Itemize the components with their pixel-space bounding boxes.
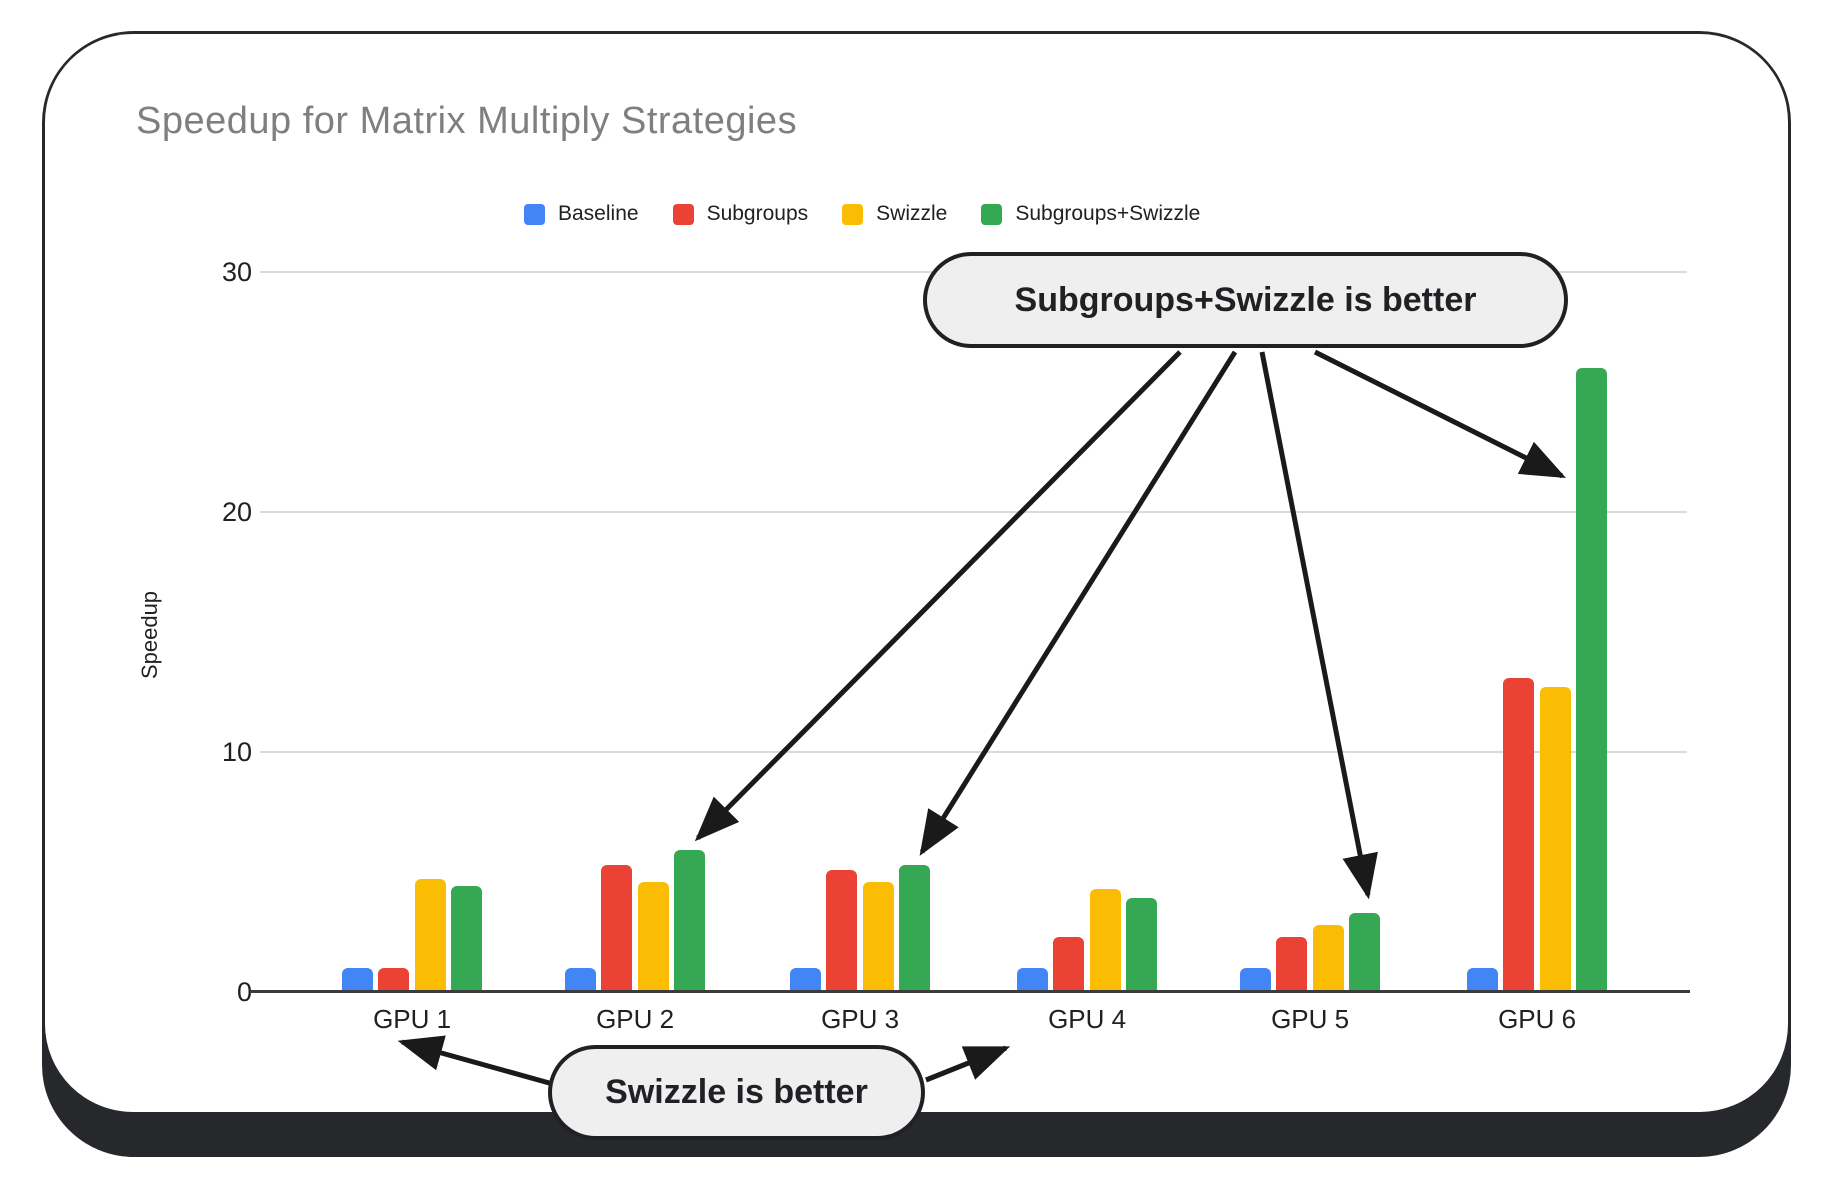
bar-gpu-5-baseline: [1240, 968, 1271, 992]
bar-gpu-1-swizzle: [414, 879, 446, 992]
x-label-gpu-5: GPU 5: [1271, 1004, 1350, 1034]
y-tick-30: 30: [221, 257, 252, 287]
bar-gpu-6-baseline: [1467, 968, 1498, 992]
legend-label: Subgroups+Swizzle: [1015, 202, 1201, 225]
x-label-gpu-6: GPU 6: [1498, 1004, 1577, 1034]
legend-swatch: [672, 203, 694, 225]
bar-gpu-2-subgroups-swizzle: [674, 850, 706, 992]
x-axis-line: [250, 990, 1690, 993]
gridline-10: [260, 751, 1687, 753]
callout-swizzle-better: Swizzle is better: [548, 1045, 925, 1140]
legend-label: Swizzle: [876, 202, 948, 225]
chart-legend: Baseline Subgroups Swizzle Subgroups+Swizzl…: [524, 196, 1200, 232]
legend-item-subgroups-swizzle: Subgroups+Swizzle: [981, 202, 1200, 226]
bar-gpu-5-subgroups: [1276, 936, 1308, 992]
legend-item-baseline: Baseline: [524, 202, 639, 226]
bar-gpu-6-swizzle: [1539, 687, 1571, 992]
y-tick-10: 10: [221, 737, 252, 767]
bar-gpu-5-subgroups-swizzle: [1349, 912, 1381, 992]
bar-gpu-4-baseline: [1017, 968, 1048, 992]
bar-gpu-6-subgroups: [1503, 677, 1535, 992]
bar-gpu-3-subgroups: [826, 869, 858, 992]
bar-gpu-4-swizzle: [1089, 888, 1121, 992]
x-label-gpu-4: GPU 4: [1048, 1004, 1127, 1034]
bar-gpu-5-swizzle: [1312, 924, 1344, 992]
legend-swatch: [981, 203, 1003, 225]
chart-title: Speedup for Matrix Multiply Strategies: [136, 100, 798, 142]
bar-gpu-1-baseline: [342, 968, 373, 992]
legend-item-swizzle: Swizzle: [842, 202, 947, 226]
x-label-gpu-2: GPU 2: [596, 1004, 675, 1034]
x-label-gpu-1: GPU 1: [373, 1004, 452, 1034]
legend-label: Baseline: [558, 202, 639, 225]
legend-swatch: [842, 203, 864, 225]
legend-item-subgroups: Subgroups: [672, 202, 809, 226]
bar-gpu-1-subgroups: [378, 968, 410, 992]
y-axis-title: Speedup: [137, 590, 162, 680]
callout-subgroups-swizzle-better: Subgroups+Swizzle is better: [923, 252, 1568, 348]
bar-gpu-1-subgroups-swizzle: [451, 886, 483, 992]
x-label-gpu-3: GPU 3: [821, 1004, 900, 1034]
y-tick-0: 0: [236, 977, 252, 1007]
legend-label: Subgroups: [706, 202, 809, 225]
bar-gpu-3-subgroups-swizzle: [899, 864, 931, 992]
bar-gpu-6-subgroups-swizzle: [1576, 368, 1608, 992]
bar-gpu-3-baseline: [790, 968, 821, 992]
y-tick-20: 20: [221, 497, 252, 527]
bar-gpu-2-swizzle: [637, 881, 669, 992]
bar-gpu-4-subgroups-swizzle: [1126, 898, 1158, 992]
bar-gpu-4-subgroups: [1053, 936, 1085, 992]
legend-swatch: [524, 203, 545, 225]
bar-gpu-2-baseline: [565, 968, 596, 992]
bar-gpu-2-subgroups: [601, 864, 633, 992]
bar-gpu-3-swizzle: [862, 881, 894, 992]
gridline-20: [260, 511, 1687, 513]
